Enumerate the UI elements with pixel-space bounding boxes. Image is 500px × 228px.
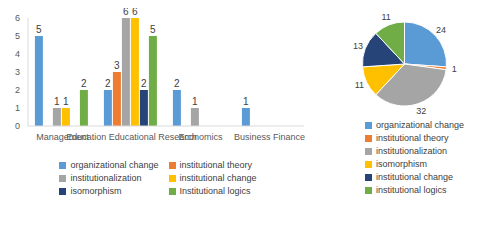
html-text:institutionalization: institutionalization bbox=[70, 173, 142, 183]
svg-text:4: 4 bbox=[15, 49, 20, 59]
svg-text:1: 1 bbox=[15, 103, 20, 113]
svg-text:6: 6 bbox=[123, 8, 129, 17]
svg-text:11: 11 bbox=[355, 80, 364, 90]
svg-text:3: 3 bbox=[114, 60, 120, 71]
svg-text:Education Educational Research: Education Educational Research bbox=[66, 132, 197, 142]
svg-text:2: 2 bbox=[174, 78, 180, 89]
html-text:institutional change: institutional change bbox=[376, 172, 453, 182]
svg-text:13: 13 bbox=[353, 41, 363, 51]
svg-text:32: 32 bbox=[416, 106, 426, 116]
html-text:institutional logics: institutional logics bbox=[376, 185, 447, 195]
svg-text:24: 24 bbox=[436, 25, 446, 35]
html-text:Institutional logics: Institutional logics bbox=[179, 186, 251, 196]
html-text:institutionalization: institutionalization bbox=[376, 146, 447, 156]
svg-text:0: 0 bbox=[15, 121, 20, 131]
svg-text:5: 5 bbox=[36, 24, 42, 35]
svg-text:6: 6 bbox=[15, 13, 20, 23]
svg-text:Business Finance: Business Finance bbox=[234, 132, 305, 142]
svg-text:2: 2 bbox=[81, 78, 87, 89]
html-text:institutional change: institutional change bbox=[179, 173, 257, 183]
svg-text:11: 11 bbox=[381, 12, 390, 22]
svg-text:2: 2 bbox=[141, 78, 147, 89]
svg-text:Economics: Economics bbox=[178, 132, 223, 142]
svg-text:1: 1 bbox=[452, 64, 457, 74]
html-text:institutional theory: institutional theory bbox=[179, 160, 252, 170]
svg-text:1: 1 bbox=[63, 96, 69, 107]
svg-text:5: 5 bbox=[150, 24, 156, 35]
svg-text:2: 2 bbox=[15, 85, 20, 95]
svg-text:3: 3 bbox=[15, 67, 20, 77]
svg-text:2: 2 bbox=[105, 78, 111, 89]
html-text:organizational change: organizational change bbox=[70, 160, 159, 170]
html-text:isomorphism: isomorphism bbox=[70, 186, 122, 196]
html-text:organizational change: organizational change bbox=[376, 120, 464, 130]
html-text:isomorphism: isomorphism bbox=[376, 159, 427, 169]
html-text:institutional theory: institutional theory bbox=[376, 133, 449, 143]
svg-text:1: 1 bbox=[243, 96, 249, 107]
svg-text:5: 5 bbox=[15, 31, 20, 41]
svg-text:1: 1 bbox=[192, 96, 198, 107]
svg-text:1: 1 bbox=[54, 96, 60, 107]
svg-text:6: 6 bbox=[132, 8, 138, 17]
svg-text:Management: Management bbox=[36, 132, 89, 143]
